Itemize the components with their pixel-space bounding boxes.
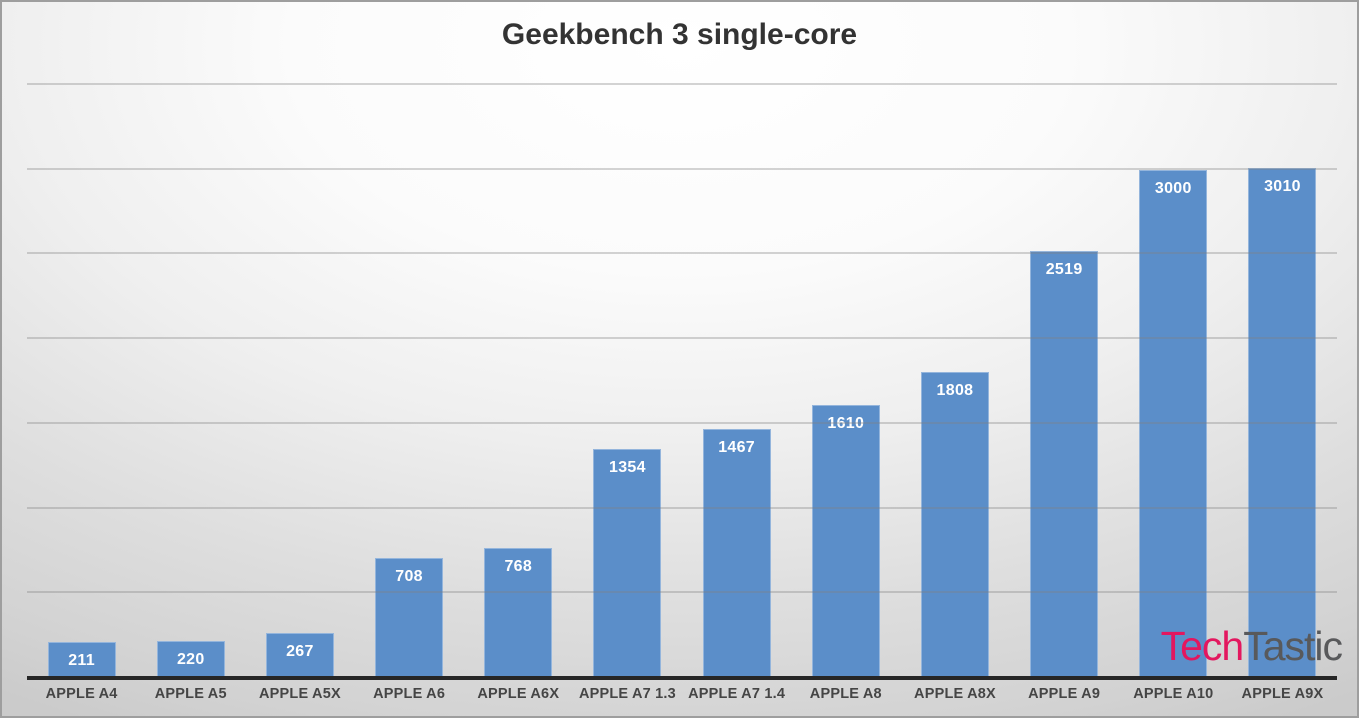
bar-apple-a4: 211 <box>47 642 116 678</box>
bar-value-label: 3010 <box>1264 178 1301 196</box>
bar-apple-a9x: 3010 <box>1248 168 1317 678</box>
bar-apple-a5: 220 <box>156 640 225 678</box>
bar-apple-a6: 708 <box>375 558 444 678</box>
logo-tech-text: Tech <box>1160 623 1245 669</box>
bar-apple-a7-1-3: 1354 <box>593 448 662 678</box>
techtastic-logo: TechTastic <box>1160 623 1343 669</box>
bar-value-label: 1354 <box>609 458 646 476</box>
bar-slot: 3010 <box>1228 85 1337 678</box>
x-axis-label-apple-a7-1-3: APPLE A7 1.3 <box>578 686 676 702</box>
bars-container: 211 220 267 708 768 1354 1467 1610 <box>27 85 1337 678</box>
bar-value-label: 220 <box>176 650 205 668</box>
bar-apple-a8: 1610 <box>811 405 880 678</box>
bar-value-label: 1808 <box>936 381 974 399</box>
bar-apple-a9: 2519 <box>1030 251 1099 678</box>
x-axis-label-apple-a7-1-4: APPLE A7 1.4 <box>688 686 786 702</box>
bar-value-label: 1610 <box>827 415 865 433</box>
bar-value-label: 3000 <box>1154 179 1192 197</box>
bar-value-label: 2519 <box>1045 261 1083 279</box>
bar-apple-a5x: 267 <box>265 632 334 678</box>
x-axis-label-apple-a6: APPLE A6 <box>373 686 446 702</box>
x-axis-labels: APPLE A4 APPLE A5 APPLE A5X APPLE A6 APP… <box>27 686 1337 702</box>
x-axis-label-apple-a9x: APPLE A9X <box>1241 686 1324 702</box>
x-axis-label-apple-a9: APPLE A9 <box>1028 686 1101 702</box>
bar-slot: 1808 <box>900 85 1009 678</box>
bar-apple-a6x: 768 <box>484 547 553 678</box>
bar-value-label: 708 <box>395 568 423 586</box>
bar-value-label: 211 <box>68 652 95 670</box>
bar-slot: 220 <box>136 85 245 678</box>
bar-value-label: 267 <box>286 642 314 660</box>
x-axis-label-apple-a8: APPLE A8 <box>809 686 882 702</box>
bar-value-label: 768 <box>504 557 533 575</box>
plot-area: 211 220 267 708 768 1354 1467 1610 <box>27 83 1337 680</box>
x-axis-label-apple-a5x: APPLE A5X <box>259 686 341 702</box>
bar-slot: 267 <box>245 85 354 678</box>
bar-slot: 768 <box>464 85 573 678</box>
chart-title: Geekbench 3 single-core <box>501 18 858 51</box>
logo-tastic-text: Tastic <box>1243 623 1343 669</box>
bar-value-label: 1467 <box>718 439 755 457</box>
x-axis-label-apple-a8x: APPLE A8X <box>914 686 996 702</box>
bar-slot: 2519 <box>1010 85 1119 678</box>
bar-slot: 3000 <box>1119 85 1228 678</box>
bar-apple-a7-1-4: 1467 <box>702 429 771 678</box>
bar-slot: 211 <box>27 85 136 678</box>
bar-slot: 708 <box>355 85 464 678</box>
x-axis-label-apple-a6x: APPLE A6X <box>477 686 560 702</box>
x-axis-label-apple-a10: APPLE A10 <box>1133 686 1214 702</box>
x-axis-label-apple-a5: APPLE A5 <box>154 686 227 702</box>
bar-slot: 1610 <box>791 85 900 678</box>
x-axis-label-apple-a4: APPLE A4 <box>45 686 118 702</box>
bar-apple-a8x: 1808 <box>920 371 989 678</box>
x-axis-line <box>27 676 1337 680</box>
bar-apple-a10: 3000 <box>1139 169 1208 678</box>
bar-slot: 1354 <box>573 85 682 678</box>
bar-slot: 1467 <box>682 85 791 678</box>
